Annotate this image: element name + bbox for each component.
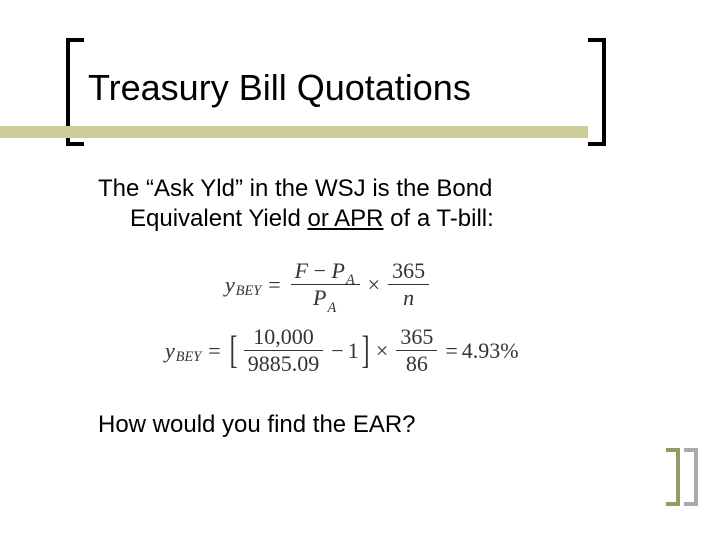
formula-2: yBEY = [ 10,000 9885.09 −1 ] × 365 86 = … [165, 324, 519, 378]
body-line-2: Equivalent Yield or APR of a T-bill: [98, 205, 494, 232]
accent-bar [0, 126, 588, 138]
body-line-1: The “Ask Yld” in the WSJ is the Bond [98, 175, 492, 202]
formula-1: yBEY = F − PA PA × 365 n [225, 258, 433, 312]
slide: Treasury Bill Quotations The “Ask Yld” i… [0, 0, 720, 540]
title-bracket-right [588, 38, 606, 146]
side-bracket-olive [666, 448, 680, 506]
slide-title: Treasury Bill Quotations [88, 68, 471, 108]
side-bracket-gray [684, 448, 698, 506]
body-text-2: How would you find the EAR? [98, 410, 416, 440]
body-text-1: The “Ask Yld” in the WSJ is the Bond Equ… [98, 174, 618, 234]
